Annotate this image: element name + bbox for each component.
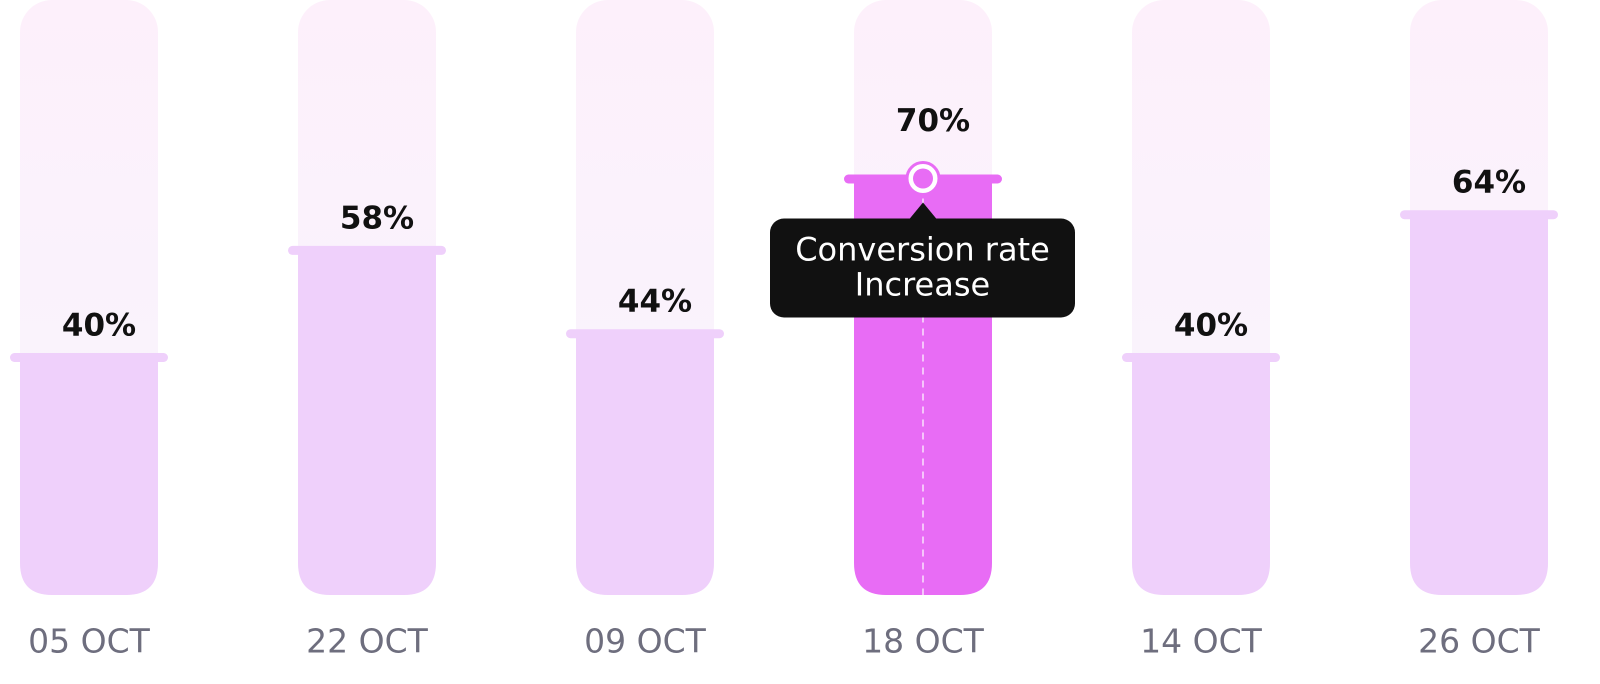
- bar-cap: [288, 245, 446, 255]
- x-tick-label: 22 OCT: [306, 622, 428, 661]
- bar: [576, 333, 714, 595]
- bar: [20, 357, 158, 595]
- x-tick-label: 26 OCT: [1418, 622, 1540, 661]
- value-label: 58%: [340, 200, 414, 236]
- bar-cap: [1122, 353, 1280, 362]
- x-tick-label: 09 OCT: [584, 622, 706, 661]
- value-label: 40%: [1174, 308, 1248, 344]
- tooltip-text: Conversion rate: [795, 231, 1050, 269]
- bar-cap: [1400, 210, 1558, 220]
- value-label: 64%: [1452, 165, 1526, 201]
- marker-dot: [913, 168, 933, 189]
- bar-cap: [566, 329, 724, 339]
- value-label: 40%: [62, 308, 136, 344]
- tooltip-pointer: [909, 202, 937, 220]
- tooltip: [770, 218, 1075, 318]
- tooltip-text: Increase: [855, 266, 990, 304]
- x-tick-label: 14 OCT: [1140, 622, 1262, 661]
- bar: [298, 249, 436, 595]
- value-label: 44%: [618, 284, 692, 320]
- x-tick-label: 05 OCT: [28, 622, 150, 661]
- x-tick-label: 18 OCT: [862, 622, 984, 661]
- bar: [1410, 214, 1548, 595]
- bar: [1132, 357, 1270, 595]
- bar-cap: [10, 353, 168, 362]
- value-label: 70%: [896, 103, 970, 139]
